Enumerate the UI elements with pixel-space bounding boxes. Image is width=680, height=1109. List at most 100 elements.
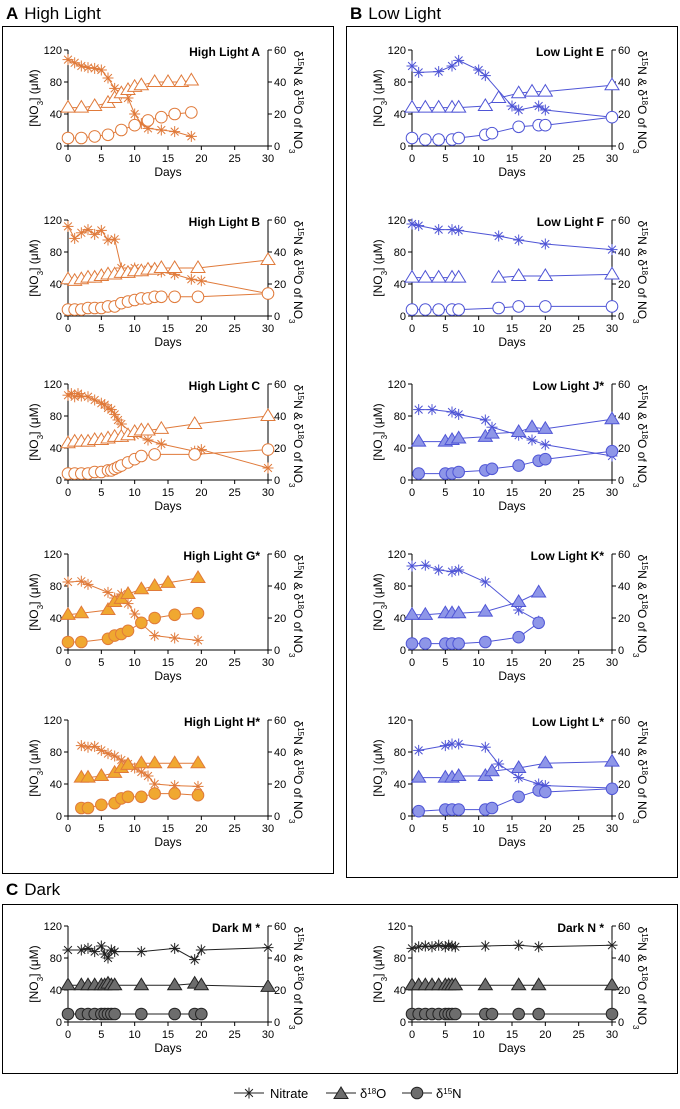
- data-point: [450, 768, 467, 782]
- data-point: [188, 448, 201, 461]
- x-tick-label: 30: [606, 1029, 618, 1041]
- y-axis-label-left: [NO3] (μM): [371, 239, 389, 296]
- data-point: [109, 750, 121, 762]
- data-point: [75, 944, 87, 956]
- y-tick-label-right: 0: [274, 141, 280, 153]
- y-tick-label-left: 0: [56, 475, 62, 487]
- data-point: [539, 104, 551, 116]
- x-tick-label: 0: [409, 153, 415, 165]
- x-tick-label: 15: [506, 657, 518, 669]
- x-tick-label: 10: [473, 487, 485, 499]
- data-point: [133, 581, 150, 595]
- y-tick-label-right: 40: [618, 581, 630, 593]
- y-axis-label-right: δ15N & δ18O of NO3: [632, 385, 650, 489]
- y-tick-label-right: 60: [618, 549, 630, 561]
- data-point: [539, 439, 551, 451]
- data-point: [452, 131, 465, 145]
- data-point: [168, 608, 181, 622]
- data-point: [191, 788, 205, 802]
- data-point: [62, 576, 74, 588]
- y-axis-label-left: [NO3] (μM): [371, 573, 389, 630]
- data-point: [419, 303, 432, 316]
- data-point: [513, 939, 525, 951]
- data-point: [426, 404, 438, 416]
- data-point: [479, 741, 491, 753]
- x-tick-label: 25: [229, 1029, 241, 1041]
- y-tick-label-left: 40: [50, 109, 62, 121]
- x-tick-label: 10: [473, 323, 485, 335]
- y-tick-label-left: 80: [50, 747, 62, 759]
- data-point: [81, 801, 95, 815]
- data-point: [60, 606, 76, 620]
- data-point: [148, 611, 161, 625]
- y-tick-label-left: 120: [388, 45, 406, 57]
- data-point: [69, 57, 81, 69]
- y-tick-label-right: 60: [274, 379, 286, 391]
- y-tick-label-left: 80: [394, 247, 406, 259]
- y-axis-label-left: [NO3] (μM): [27, 69, 45, 126]
- y-tick-label-right: 60: [274, 715, 286, 727]
- y-tick-label-right: 0: [618, 475, 624, 487]
- section-title: Dark: [24, 880, 61, 899]
- data-point: [190, 755, 206, 769]
- data-point: [512, 300, 525, 313]
- x-tick-label: 15: [506, 487, 518, 499]
- data-point: [539, 785, 552, 799]
- y-tick-label-left: 40: [50, 443, 62, 455]
- y-tick-label-right: 40: [618, 247, 630, 259]
- data-point: [532, 616, 545, 630]
- data-point: [75, 575, 87, 587]
- series-line: [67, 392, 269, 469]
- data-point: [419, 133, 432, 146]
- y-tick-label-left: 120: [388, 921, 406, 933]
- data-point: [479, 635, 492, 649]
- x-tick-label: 5: [98, 657, 104, 669]
- data-point: [109, 408, 121, 420]
- x-tick-label: 20: [539, 153, 551, 165]
- x-tick-label: 20: [539, 487, 551, 499]
- data-point: [533, 100, 545, 112]
- y-axis-label-left: [NO3] (μM): [371, 739, 389, 796]
- y-tick-label-right: 60: [618, 379, 630, 391]
- data-point: [75, 131, 88, 145]
- y-tick-label-right: 60: [618, 715, 630, 727]
- data-point: [417, 99, 434, 113]
- x-tick-label: 15: [162, 323, 174, 335]
- y-axis-label-right: δ15N & δ18O of NO3: [632, 51, 650, 155]
- data-point: [186, 416, 203, 430]
- data-point: [413, 404, 425, 416]
- chart-title: High Light G*: [183, 549, 260, 563]
- data-point: [410, 433, 427, 447]
- x-tick-label: 30: [262, 323, 274, 335]
- data-point: [60, 977, 76, 991]
- data-point: [109, 946, 121, 958]
- x-tick-label: 20: [195, 1029, 207, 1041]
- data-point: [473, 64, 485, 76]
- data-point: [490, 269, 507, 283]
- x-axis-label: Days: [498, 335, 525, 349]
- y-axis-label-right: δ15N & δ18O of NO3: [288, 51, 306, 155]
- data-point: [539, 238, 551, 250]
- data-point: [185, 106, 198, 119]
- x-tick-label: 5: [442, 1029, 448, 1041]
- data-point: [95, 744, 107, 756]
- y-tick-label-right: 0: [274, 811, 280, 823]
- x-axis-label: Days: [154, 669, 181, 683]
- data-point: [101, 128, 115, 142]
- data-point: [512, 120, 525, 134]
- data-point: [512, 790, 525, 804]
- data-point: [95, 224, 107, 236]
- x-tick-label: 15: [162, 823, 174, 835]
- y-tick-label-left: 120: [44, 45, 62, 57]
- data-point: [430, 99, 447, 113]
- y-axis-label-right: δ15N & δ18O of NO3: [288, 721, 306, 825]
- y-tick-label-left: 40: [50, 613, 62, 625]
- data-point: [260, 252, 276, 266]
- data-point: [477, 977, 494, 991]
- data-point: [146, 578, 163, 592]
- data-point: [446, 60, 458, 72]
- x-axis-label: Days: [498, 165, 525, 179]
- y-tick-label-left: 0: [400, 645, 406, 657]
- data-point: [75, 60, 87, 72]
- data-point: [510, 424, 527, 438]
